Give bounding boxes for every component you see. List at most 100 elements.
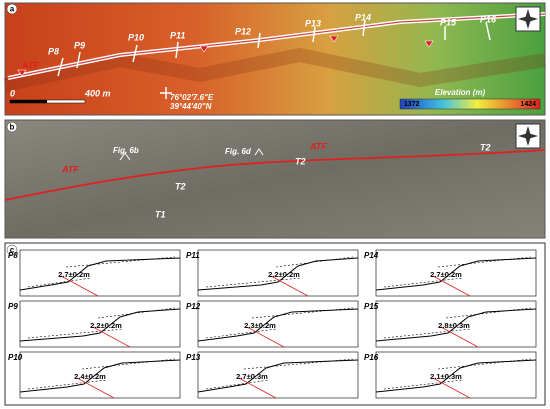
- terrain-shade: [3, 47, 547, 92]
- lower-surface: [383, 328, 472, 339]
- fault-label: ATF: [21, 60, 39, 70]
- scarp-line: [270, 275, 309, 297]
- profile-label: P16: [480, 14, 497, 24]
- scarp-line: [432, 275, 471, 297]
- lower-surface: [383, 379, 464, 390]
- profile-frame: [19, 351, 181, 399]
- profile-lines: [57, 19, 491, 77]
- view-marker: [254, 148, 264, 156]
- scale-bar-segment: [10, 100, 47, 103]
- offset-label: 2.3±0.2m: [244, 321, 276, 330]
- profile-frame: [19, 300, 181, 348]
- satellite-photo: [4, 119, 546, 239]
- profile-name: P14: [364, 251, 379, 260]
- color-bar: [399, 98, 541, 110]
- scarp-line: [432, 377, 471, 399]
- terrace-label: T2: [480, 142, 491, 152]
- profile-frame: [197, 351, 359, 399]
- upper-surface: [437, 256, 532, 268]
- profile-curve: [197, 359, 359, 393]
- offset-label: 2.7±0.2m: [58, 270, 90, 279]
- offset-label: 2.7±0.3m: [236, 372, 268, 381]
- lower-surface: [383, 277, 464, 288]
- upper-surface: [437, 358, 532, 370]
- profile-frame: [19, 249, 181, 297]
- panel-label: a: [10, 5, 15, 14]
- offset-label: 2.4±0.2m: [74, 372, 106, 381]
- offset-label: 2.2±0.2m: [90, 321, 122, 330]
- fault-trace: [4, 149, 546, 201]
- profile-label: P14: [355, 12, 371, 22]
- profiles: P8 2.7±0.2m P9 2.2±0.2m P10 2.4±0.2m P11 2.2±0.…: [8, 249, 537, 399]
- profile-curve: [197, 308, 359, 342]
- profile-name: P13: [186, 353, 201, 362]
- scarp-line: [60, 275, 99, 297]
- view-marker: [119, 152, 131, 161]
- fault-label: ATF: [309, 141, 327, 151]
- terrace-label: T1: [155, 209, 166, 219]
- scale-start: 0: [10, 88, 15, 98]
- figure-ref: Fig. 6d: [225, 147, 252, 156]
- profile-name: P12: [186, 302, 201, 311]
- panel-label-badge: [6, 3, 18, 15]
- profile-curve: [19, 257, 181, 291]
- profile-label: P9: [74, 40, 85, 50]
- lower-surface: [27, 277, 92, 288]
- terrace-label: T2: [295, 156, 306, 166]
- profile-label: P13: [305, 18, 321, 28]
- scarp-line: [92, 326, 131, 348]
- profile-name: P10: [8, 353, 23, 362]
- panel-label-badge: [6, 121, 18, 133]
- upper-surface: [81, 358, 176, 370]
- profile-name: P15: [364, 302, 379, 311]
- profile-curve: [197, 257, 359, 291]
- upper-surface: [97, 307, 176, 319]
- profile-frame: [375, 300, 537, 348]
- location-cross: [160, 87, 172, 99]
- profile-frame: [375, 351, 537, 399]
- profile-curve: [19, 359, 181, 393]
- compass-rose: [518, 126, 538, 146]
- legend-min: 1372: [404, 101, 420, 108]
- scarp-line: [238, 377, 277, 399]
- profile-curve: [375, 257, 537, 291]
- scarp-line: [440, 326, 479, 348]
- profile-curve: [375, 359, 537, 393]
- profile-name: P8: [8, 251, 18, 260]
- coordinate: 76°02'7.6"E: [170, 93, 214, 102]
- panel-label: b: [10, 123, 15, 132]
- scarp-line: [246, 326, 285, 348]
- profile-label: P10: [128, 32, 144, 42]
- offset-label: 2.7±0.2m: [430, 270, 462, 279]
- figure-ref: Fig. 6b: [113, 146, 139, 155]
- coordinate: 39°44'40"N: [170, 102, 212, 111]
- profile-curve: [375, 308, 537, 342]
- profile-name: P9: [8, 302, 18, 311]
- scarp-line: [76, 377, 115, 399]
- profile-name: P11: [186, 251, 200, 260]
- upper-surface: [251, 307, 354, 319]
- profile-label: P11: [170, 30, 185, 40]
- profile-name: P16: [364, 353, 379, 362]
- terrace-label: T2: [175, 181, 186, 191]
- fault-trace-core: [7, 13, 546, 79]
- profile-frame: [197, 249, 359, 297]
- legend-title: Elevation (m): [435, 88, 486, 97]
- upper-surface: [275, 256, 354, 268]
- profile-curve: [19, 308, 181, 342]
- fault-symbols: [17, 35, 434, 77]
- offset-label: 2.8±0.3m: [438, 321, 470, 330]
- legend-max: 1424: [520, 101, 536, 108]
- lower-surface: [27, 379, 108, 390]
- profile-label: P8: [48, 46, 59, 56]
- profile-frame: [375, 249, 537, 297]
- lower-surface: [205, 379, 270, 390]
- profile-frame: [197, 300, 359, 348]
- compass-rose: [518, 9, 538, 29]
- profile-label: P12: [235, 26, 251, 36]
- offset-label: 2.1±0.3m: [430, 372, 462, 381]
- profile-label: P15: [440, 17, 457, 27]
- fault-label: ATF: [61, 164, 79, 174]
- panel-label: c: [10, 246, 15, 255]
